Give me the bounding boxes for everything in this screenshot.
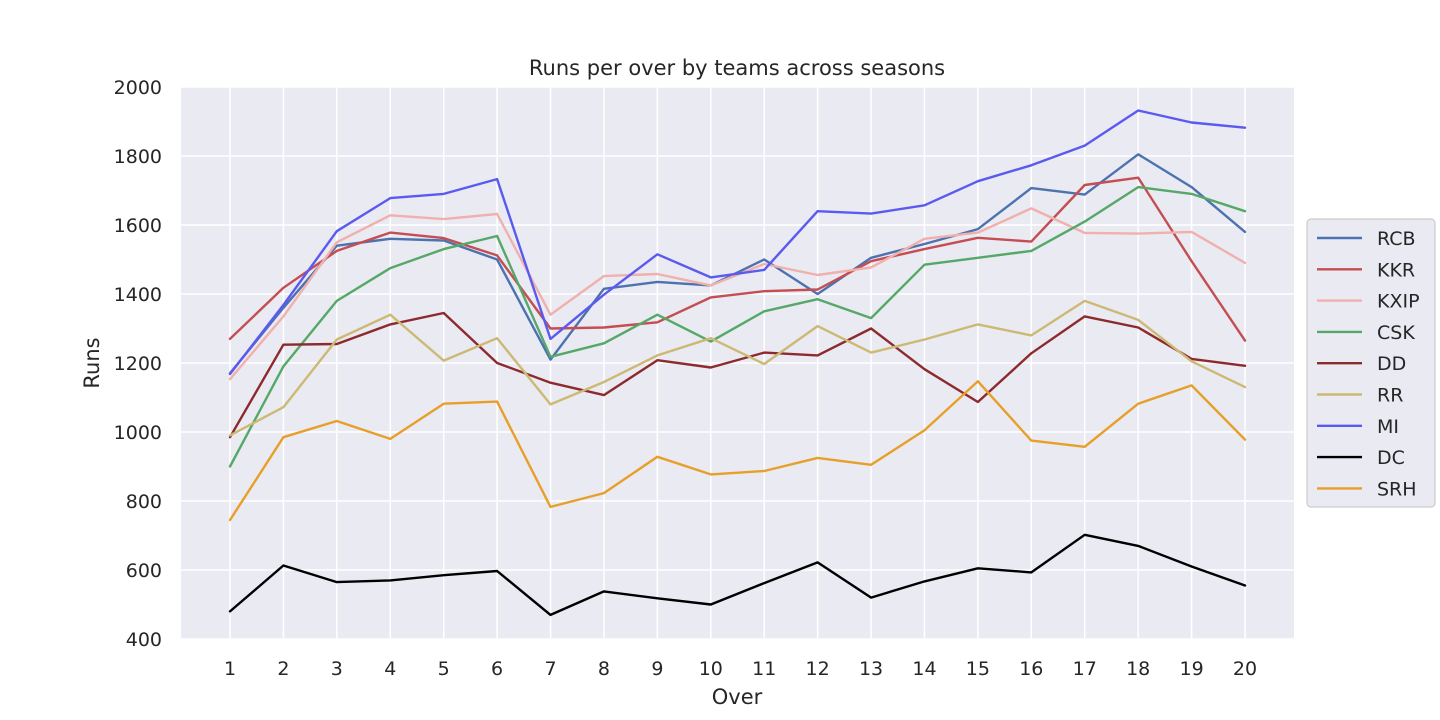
legend-label: RR <box>1377 385 1403 407</box>
x-tick-label: 1 <box>224 658 236 680</box>
x-tick-label: 12 <box>806 658 830 680</box>
chart-title: Runs per over by teams across seasons <box>529 56 945 80</box>
series-lines <box>228 109 1247 617</box>
x-tick-label: 13 <box>859 658 883 680</box>
y-tick-label: 600 <box>126 560 162 582</box>
x-tick-label: 18 <box>1126 658 1150 680</box>
x-tick-label: 19 <box>1179 658 1203 680</box>
x-tick-label: 20 <box>1233 658 1257 680</box>
legend: RCB KKR KXIP CSK DD RR MI DC SRH <box>1306 218 1436 508</box>
series-line-csk <box>228 185 1247 468</box>
y-axis-label: Runs <box>80 337 104 388</box>
y-tick-label: 1400 <box>114 284 162 306</box>
x-tick-label: 3 <box>331 658 343 680</box>
legend-label: SRH <box>1377 478 1417 500</box>
x-tick-label: 15 <box>966 658 990 680</box>
x-tick-label: 8 <box>598 658 610 680</box>
x-tick-label: 16 <box>1019 658 1043 680</box>
x-tick-label: 6 <box>491 658 503 680</box>
x-tick-label: 11 <box>752 658 776 680</box>
x-tick-label: 5 <box>438 658 450 680</box>
y-tick-label: 1600 <box>114 215 162 237</box>
y-tick-label: 1800 <box>114 146 162 168</box>
x-tick-label: 9 <box>651 658 663 680</box>
y-tick-label: 2000 <box>114 77 162 99</box>
series-line-dc <box>228 533 1247 617</box>
x-axis-label: Over <box>712 685 763 709</box>
y-tick-label: 1200 <box>114 353 162 375</box>
x-tick-label: 17 <box>1073 658 1097 680</box>
y-tick-label: 800 <box>126 491 162 513</box>
y-tick-labels: 400 600 800 1000 1200 1400 1600 1800 2000 <box>114 77 162 651</box>
x-tick-label: 2 <box>277 658 289 680</box>
legend-label: DC <box>1377 447 1405 469</box>
y-tick-label: 1000 <box>114 422 162 444</box>
series-line-rr <box>228 299 1247 437</box>
legend-label: DD <box>1377 353 1406 375</box>
series-line-srh <box>228 380 1247 522</box>
legend-label: KKR <box>1377 259 1415 281</box>
legend-label: MI <box>1377 416 1399 438</box>
x-tick-labels: 1 2 3 4 5 6 7 8 9 10 11 12 13 14 15 16 17 18 19 20 <box>224 658 1257 680</box>
legend-label: RCB <box>1377 228 1416 250</box>
x-tick-label: 7 <box>544 658 556 680</box>
series-line-kkr <box>228 176 1247 342</box>
series-line-mi <box>228 109 1247 376</box>
legend-label: KXIP <box>1377 291 1420 313</box>
legend-box <box>1306 218 1436 508</box>
x-tick-label: 14 <box>912 658 936 680</box>
x-tick-label: 10 <box>699 658 723 680</box>
legend-label: CSK <box>1377 322 1415 344</box>
y-tick-label: 400 <box>126 629 162 651</box>
x-tick-label: 4 <box>384 658 396 680</box>
